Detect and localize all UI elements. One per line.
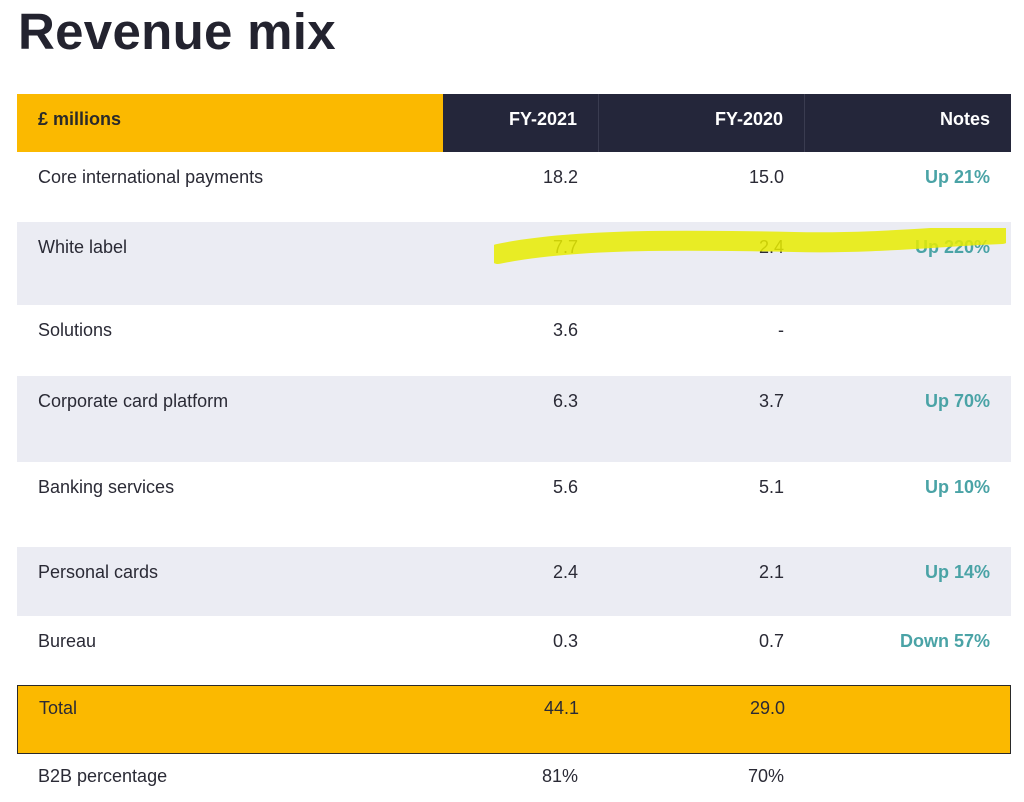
b2b-row: B2B percentage 81% 70% — [17, 754, 1011, 800]
row-fy2021: 5.6 — [552, 477, 578, 497]
b2b-label: B2B percentage — [38, 766, 168, 786]
row-fy2021: 0.3 — [552, 631, 578, 651]
row-fy2020: 15.0 — [748, 167, 784, 187]
row-fy2020: 5.1 — [758, 477, 784, 497]
row-fy2021: 18.2 — [542, 167, 578, 187]
b2b-fy2020: 70% — [747, 766, 784, 786]
row-note: Up 70% — [924, 391, 990, 411]
header-cell-fy2021: FY-2021 — [443, 94, 599, 152]
table-row: Solutions 3.6 - — [17, 305, 1011, 376]
total-fy2021: 44.1 — [543, 698, 579, 718]
row-label: Corporate card platform — [38, 391, 229, 411]
table-row: Core international payments 18.2 15.0 Up… — [17, 152, 1011, 222]
row-note: Down 57% — [899, 631, 990, 651]
row-note: Up 14% — [924, 562, 990, 582]
row-fy2020: 3.7 — [758, 391, 784, 411]
table-row: Personal cards 2.4 2.1 Up 14% — [17, 547, 1011, 616]
total-fy2020: 29.0 — [749, 698, 785, 718]
row-fy2021: 3.6 — [552, 320, 578, 340]
table-row: Bureau 0.3 0.7 Down 57% — [17, 616, 1011, 685]
row-note: Up 220% — [914, 237, 990, 257]
b2b-fy2021: 81% — [541, 766, 578, 786]
row-note: Up 21% — [924, 167, 990, 187]
row-fy2021: 6.3 — [552, 391, 578, 411]
header-cell-unit: £ millions — [17, 94, 443, 152]
header-cell-notes: Notes — [805, 94, 1011, 152]
table-row: Corporate card platform 6.3 3.7 Up 70% — [17, 376, 1011, 462]
row-fy2021: 2.4 — [552, 562, 578, 582]
table-row: Banking services 5.6 5.1 Up 10% — [17, 462, 1011, 547]
header-cell-fy2020: FY-2020 — [599, 94, 805, 152]
row-fy2021: 7.7 — [552, 237, 578, 257]
row-note — [805, 305, 1011, 376]
row-note: Up 10% — [924, 477, 990, 497]
row-fy2020: 0.7 — [758, 631, 784, 651]
total-note — [806, 686, 1012, 753]
row-label: Banking services — [38, 477, 175, 497]
row-label: White label — [38, 237, 128, 257]
b2b-note — [805, 754, 1011, 800]
row-label: Personal cards — [38, 562, 159, 582]
total-label: Total — [39, 698, 78, 718]
table-row: White label 7.7 2.4 Up 220% — [17, 222, 1011, 305]
row-fy2020: 2.1 — [758, 562, 784, 582]
revenue-mix-table: £ millions FY-2021 FY-2020 Notes Core in… — [17, 94, 1011, 800]
total-row: Total 44.1 29.0 — [17, 685, 1011, 754]
row-fy2020: - — [778, 320, 784, 340]
row-label: Bureau — [38, 631, 97, 651]
table-header: £ millions FY-2021 FY-2020 Notes — [17, 94, 1011, 152]
row-label: Solutions — [38, 320, 113, 340]
row-label: Core international payments — [38, 167, 264, 187]
row-fy2020: 2.4 — [758, 237, 784, 257]
page-title: Revenue mix — [18, 3, 336, 60]
